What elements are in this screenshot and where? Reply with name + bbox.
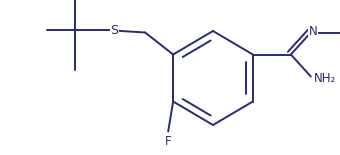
Text: NH₂: NH₂: [314, 72, 336, 85]
Text: S: S: [110, 24, 118, 37]
Text: N: N: [308, 25, 317, 38]
Text: F: F: [165, 135, 171, 148]
